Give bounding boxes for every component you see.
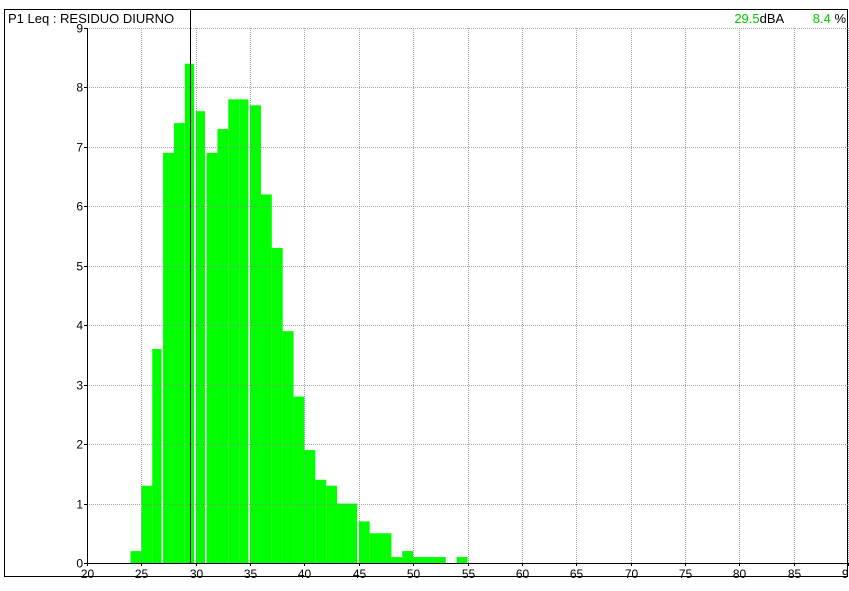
- y-tick-label: 5: [76, 260, 83, 274]
- y-tick-label: 8: [76, 81, 83, 95]
- x-tick-label: 65: [570, 567, 584, 581]
- histogram-bar: [369, 533, 381, 563]
- x-tick-label: 45: [353, 567, 367, 581]
- histogram-bar: [250, 105, 261, 564]
- chart-title: P1 Leq : RESIDUO DIURNO: [8, 11, 175, 26]
- histogram-bar: [391, 557, 403, 563]
- y-tick-label: 9: [76, 22, 83, 36]
- y-tick-label: 1: [76, 498, 83, 512]
- y-tick-label: 4: [76, 319, 83, 333]
- histogram-bar: [206, 152, 218, 564]
- y-tick-label: 2: [76, 438, 83, 452]
- x-tick-label: 70: [625, 567, 639, 581]
- x-tick-label: 85: [788, 567, 802, 581]
- histogram-bar: [152, 349, 162, 563]
- y-tick-label: 0: [76, 557, 83, 571]
- histogram-bar: [413, 557, 425, 563]
- histogram-bar: [130, 551, 142, 563]
- histogram-bar: [304, 450, 316, 563]
- x-tick-label: 90: [842, 567, 849, 581]
- histogram-bar: [293, 396, 305, 563]
- cursor-percent-value: 8.4: [812, 11, 831, 26]
- histogram-bar: [337, 503, 348, 563]
- x-tick-label: 30: [190, 567, 204, 581]
- histogram-bar: [217, 129, 229, 564]
- chart-frame: [4, 9, 848, 577]
- histogram-bar: [141, 485, 153, 563]
- histogram-bar: [195, 111, 205, 563]
- x-tick-label: 25: [135, 567, 149, 581]
- y-tick-label: 6: [76, 200, 83, 214]
- y-tick-label: 3: [76, 379, 83, 393]
- histogram-bar: [434, 557, 446, 563]
- x-tick-label: 40: [298, 567, 312, 581]
- x-tick-label: 20: [81, 567, 95, 581]
- histogram-bar: [239, 99, 249, 563]
- histogram-bar: [402, 551, 414, 563]
- histogram-bar: [184, 63, 195, 564]
- histogram-bar: [326, 485, 338, 563]
- histogram-bar: [315, 479, 327, 563]
- histogram-bar: [173, 123, 185, 563]
- cursor-level-value: 29.5: [734, 11, 760, 26]
- cursor-percent-unit: %: [834, 11, 846, 26]
- histogram-bar: [380, 533, 392, 563]
- histogram-bar: [282, 331, 294, 563]
- x-tick-label: 60: [516, 567, 530, 581]
- histogram-bar: [456, 557, 468, 563]
- cursor-level-unit: dBA: [759, 11, 784, 26]
- histogram-bar: [260, 194, 272, 563]
- x-tick-label: 55: [462, 567, 476, 581]
- cursor-readout: 29.5dBA 8.4 %: [734, 11, 846, 27]
- x-tick-label: 80: [733, 567, 747, 581]
- histogram-bar: [163, 152, 174, 564]
- x-tick-label: 50: [407, 567, 421, 581]
- x-tick-label: 35: [244, 567, 258, 581]
- histogram-bar: [271, 247, 283, 563]
- y-tick-label: 7: [76, 141, 83, 155]
- histogram-bar: [228, 99, 240, 563]
- histogram-bar: [424, 557, 435, 563]
- histogram-bar: [358, 521, 370, 563]
- x-tick-label: 75: [679, 567, 693, 581]
- histogram-bar: [347, 503, 358, 563]
